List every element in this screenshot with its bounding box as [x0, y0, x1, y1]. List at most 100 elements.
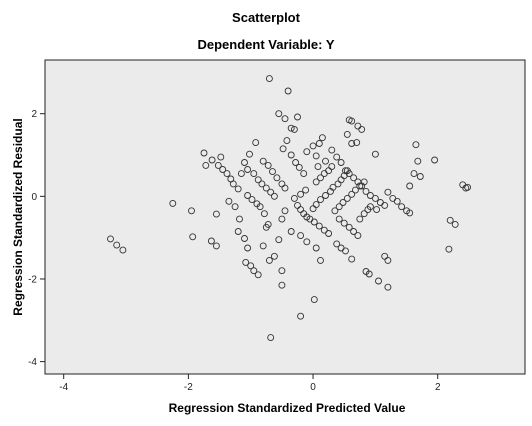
x-axis-label: Regression Standardized Predicted Value [169, 401, 406, 415]
scatter-point [350, 228, 358, 235]
chart-title: Scatterplot [232, 10, 300, 25]
x-tick-label: -4 [59, 382, 68, 393]
scatter-point [294, 113, 301, 121]
scatter-point [265, 75, 273, 83]
scatter-point [337, 159, 345, 166]
data-points [107, 75, 472, 342]
scatter-point [431, 156, 439, 164]
scatter-point [312, 178, 320, 186]
scatter-point [445, 245, 453, 253]
scatter-point [416, 173, 424, 180]
scatter-point [241, 235, 248, 242]
scatter-point [208, 156, 216, 164]
x-tick-label: -2 [184, 382, 193, 393]
scatter-point [234, 185, 242, 193]
scatter-point [303, 238, 311, 246]
scatter-point [360, 210, 368, 218]
scatter-point [281, 184, 289, 192]
scatter-point [343, 130, 351, 138]
scatter-point [267, 334, 275, 342]
scatter-point [322, 157, 329, 165]
scatter-point [384, 256, 392, 264]
scatter-point [223, 170, 231, 178]
scatter-point [333, 153, 341, 161]
scatter-point [219, 166, 227, 173]
scatter-point [393, 197, 401, 205]
scatter-point [312, 152, 320, 160]
scatter-point [258, 180, 266, 188]
scatter-point [366, 192, 374, 199]
scatter-point [412, 141, 420, 149]
scatter-point [262, 223, 270, 231]
scatter-point [234, 228, 242, 235]
scatter-point [384, 283, 392, 291]
scatter-point [342, 247, 349, 255]
y-tick-label: 2 [31, 109, 37, 120]
scatter-point [365, 270, 373, 278]
scatter-point [333, 240, 341, 248]
scatter-point [354, 178, 362, 186]
scatter-point [317, 174, 324, 182]
scatter-point [265, 256, 273, 264]
scatter-point [297, 312, 305, 320]
scatter-point [254, 271, 262, 279]
y-tick-label: -4 [28, 357, 37, 368]
scatter-point [464, 183, 472, 191]
scatter-point [270, 192, 278, 200]
scatter-point [247, 262, 255, 270]
scatter-point [250, 267, 258, 275]
scatter-point [312, 201, 320, 209]
scatter-point [329, 183, 337, 191]
scatter-point [244, 166, 252, 173]
scatter-point [300, 170, 308, 178]
y-axis-label: Regression Standardized Residual [11, 118, 25, 315]
scatter-point [283, 137, 291, 145]
scatter-point [315, 222, 323, 230]
scatter-point [348, 190, 356, 198]
scatter-point [260, 210, 268, 218]
scatter-point [254, 176, 262, 184]
scatter-point [356, 182, 364, 190]
scatter-point [446, 216, 454, 224]
scatter-point [287, 151, 295, 159]
scatter-point [328, 146, 336, 154]
scatter-point [335, 203, 343, 211]
scatter-point [284, 87, 292, 95]
scatter-point [351, 186, 359, 194]
scatter-point [275, 110, 283, 118]
scatter-point [270, 252, 278, 260]
scatter-point [297, 190, 305, 198]
scatter-point [310, 218, 318, 226]
scatter-point [256, 203, 264, 211]
scatter-point [303, 148, 311, 156]
scatter-point [278, 267, 286, 275]
scatter-point [259, 242, 267, 250]
scatter-point [406, 182, 414, 190]
scatter-point [310, 296, 318, 304]
x-tick-label: 2 [435, 382, 441, 393]
scatter-point [281, 115, 289, 123]
scatter-point [356, 215, 364, 223]
scatter-point [366, 203, 374, 211]
scatter-point [350, 174, 358, 182]
scatter-point [317, 256, 324, 264]
scatter-point [314, 163, 322, 171]
scatter-point [406, 209, 414, 217]
scatter-point [348, 255, 356, 263]
scatter-point [362, 187, 370, 195]
scatter-point [339, 199, 347, 206]
scatter-point [320, 226, 328, 234]
scatter-point [169, 199, 177, 207]
scatter-point [212, 210, 220, 218]
scatter-point [384, 188, 392, 196]
y-tick-label: -2 [28, 274, 37, 285]
scatter-point [244, 244, 252, 252]
scatter-point [292, 159, 300, 166]
scatter-point [325, 230, 333, 237]
scatter-point [295, 163, 303, 171]
axis-ticks: -4 -2 0 2 -4 -2 0 2 [28, 109, 441, 393]
scatter-point [317, 196, 324, 204]
scatter-point [375, 277, 382, 285]
scatter-point [381, 201, 389, 209]
scatter-point [358, 125, 366, 133]
